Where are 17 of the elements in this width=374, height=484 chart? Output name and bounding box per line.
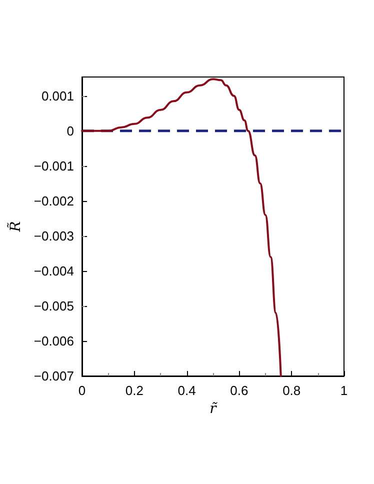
y-tick-label: −0.002 [34, 193, 74, 208]
y-tick-label: −0.005 [34, 298, 74, 314]
x-tick-label: 0.4 [178, 383, 196, 398]
y-tick-label: −0.004 [34, 263, 74, 278]
x-tick-label: 0.2 [125, 383, 144, 398]
x-tick-label: 0 [78, 383, 86, 398]
y-tick-label: −0.006 [34, 333, 74, 348]
y-tick-label: −0.003 [34, 228, 74, 244]
x-tick-label: 1 [340, 383, 348, 398]
y-tick-label: 0.001 [41, 88, 74, 104]
x-tick-label: 0.6 [230, 383, 248, 398]
y-tick-label: −0.001 [34, 158, 74, 174]
y-tick-label: −0.007 [34, 368, 74, 384]
y-axis-title: R̃ [6, 220, 24, 233]
x-axis-title: r̃ [210, 400, 218, 417]
y-tick-label: 0 [66, 123, 74, 138]
x-tick-label: 0.8 [282, 383, 301, 398]
